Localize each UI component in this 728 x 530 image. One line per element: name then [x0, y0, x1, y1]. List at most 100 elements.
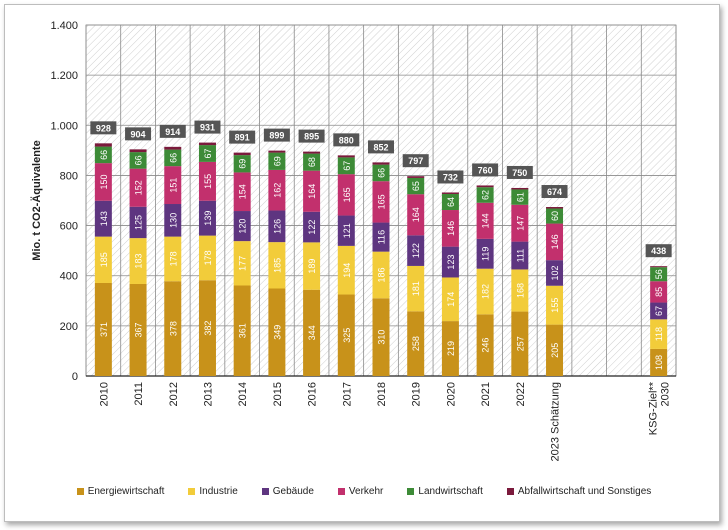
segment-value-label: 258	[411, 336, 421, 351]
segment-value-label: 361	[238, 323, 248, 338]
bar-segment	[372, 222, 390, 252]
segment-value-label: 151	[168, 178, 178, 193]
segment-value-label: 147	[515, 216, 525, 231]
segment-value-label: 67	[342, 161, 352, 171]
segment-value-label: 122	[411, 243, 421, 258]
segment-value-label: 123	[446, 255, 456, 270]
bar-segment	[546, 207, 564, 209]
segment-value-label: 177	[238, 256, 248, 271]
segment-value-label: 139	[203, 211, 213, 226]
y-tick-label: 1.000	[50, 120, 78, 132]
segment-value-label: 185	[272, 258, 282, 273]
segment-value-label: 154	[238, 184, 248, 199]
bar-segment	[129, 283, 147, 376]
total-badge	[90, 121, 117, 135]
bar-segment	[372, 298, 390, 376]
segment-value-label: 164	[307, 184, 317, 199]
segment-value-label: 146	[550, 234, 560, 249]
total-badge	[368, 140, 394, 154]
total-badge	[506, 165, 533, 179]
total-value-label: 750	[512, 168, 527, 178]
segment-value-label: 65	[411, 181, 421, 191]
segment-value-label: 150	[99, 174, 109, 189]
segment-value-label: 349	[272, 325, 282, 340]
legend-swatch	[76, 488, 84, 495]
bar-segment	[511, 269, 529, 312]
bar-segment	[407, 176, 425, 178]
bar-segment	[407, 265, 425, 312]
bar-segment	[94, 163, 112, 201]
segment-value-label: 146	[446, 221, 456, 236]
segment-value-label: 66	[134, 155, 144, 165]
bar-segment	[476, 314, 494, 376]
bar-segment	[164, 166, 182, 205]
bar-segment	[268, 169, 286, 211]
bar-segment	[546, 324, 564, 376]
total-badge	[645, 244, 672, 258]
total-badge	[472, 163, 499, 177]
x-tick-label: 2018	[376, 382, 388, 406]
bar-segment	[129, 168, 147, 207]
bar-segment	[198, 142, 216, 146]
bar-segment	[198, 145, 216, 162]
bar-segment	[441, 246, 459, 278]
segment-value-label: 182	[481, 284, 491, 299]
legend-item: Industrie	[188, 486, 238, 497]
bar-segment	[337, 155, 355, 158]
segment-value-label: 66	[99, 150, 109, 160]
legend-label: Abfallwirtschaft und Sonstiges	[517, 486, 652, 497]
legend-swatch	[188, 488, 196, 495]
bar-segment	[441, 192, 459, 194]
x-tick-label: 2010	[98, 382, 110, 406]
bar-segment	[337, 245, 355, 295]
segment-value-label: 102	[550, 265, 560, 280]
segment-value-label: 205	[550, 343, 560, 358]
total-badge	[263, 128, 290, 142]
segment-value-label: 144	[481, 213, 491, 228]
segment-value-label: 371	[99, 322, 109, 337]
bar-segment	[511, 187, 529, 190]
bar-segment	[268, 152, 286, 170]
x-tick-label: 2019	[411, 382, 423, 406]
segment-value-label: 310	[377, 330, 387, 345]
total-badge	[125, 127, 152, 141]
segment-value-label: 85	[654, 287, 664, 297]
total-value-label: 899	[269, 131, 284, 141]
bar-segment	[337, 174, 355, 216]
segment-value-label: 69	[272, 156, 282, 166]
bar-segment	[476, 238, 494, 269]
segment-value-label: 143	[99, 211, 109, 226]
bar-segment	[198, 280, 216, 376]
bar-segment	[164, 204, 182, 237]
bar-segment	[441, 193, 459, 211]
total-value-label: 852	[373, 142, 388, 152]
legend-item: Abfallwirtschaft und Sonstiges	[506, 486, 652, 497]
x-tick-label: 2023 Schätzung	[550, 382, 562, 462]
bar-segment	[233, 285, 251, 376]
total-badge	[159, 124, 186, 138]
bar-segment	[476, 185, 494, 188]
segment-value-label: 62	[481, 190, 491, 200]
total-value-label: 438	[651, 246, 666, 256]
bar-segment	[268, 150, 286, 153]
y-tick-label: 1.200	[50, 70, 78, 82]
bar-segment	[94, 143, 112, 147]
segment-value-label: 152	[134, 180, 144, 195]
y-tick-label: 400	[60, 271, 78, 283]
x-tick-label: 2015	[272, 382, 284, 406]
bar-segment	[303, 289, 321, 376]
legend-label: Industrie	[199, 486, 238, 497]
x-tick-label: 2030	[660, 382, 672, 406]
segment-value-label: 125	[134, 215, 144, 230]
segment-value-label: 378	[168, 321, 178, 336]
segment-value-label: 181	[411, 281, 421, 296]
segment-value-label: 186	[377, 267, 387, 282]
bar-segment	[164, 281, 182, 376]
legend-swatch	[261, 488, 269, 495]
segment-value-label: 344	[307, 325, 317, 340]
bar-segment	[94, 146, 112, 164]
bar-segment	[233, 172, 251, 212]
total-badge	[437, 170, 464, 184]
x-tick-label: 2011	[133, 382, 145, 406]
bar-segment	[303, 242, 321, 290]
